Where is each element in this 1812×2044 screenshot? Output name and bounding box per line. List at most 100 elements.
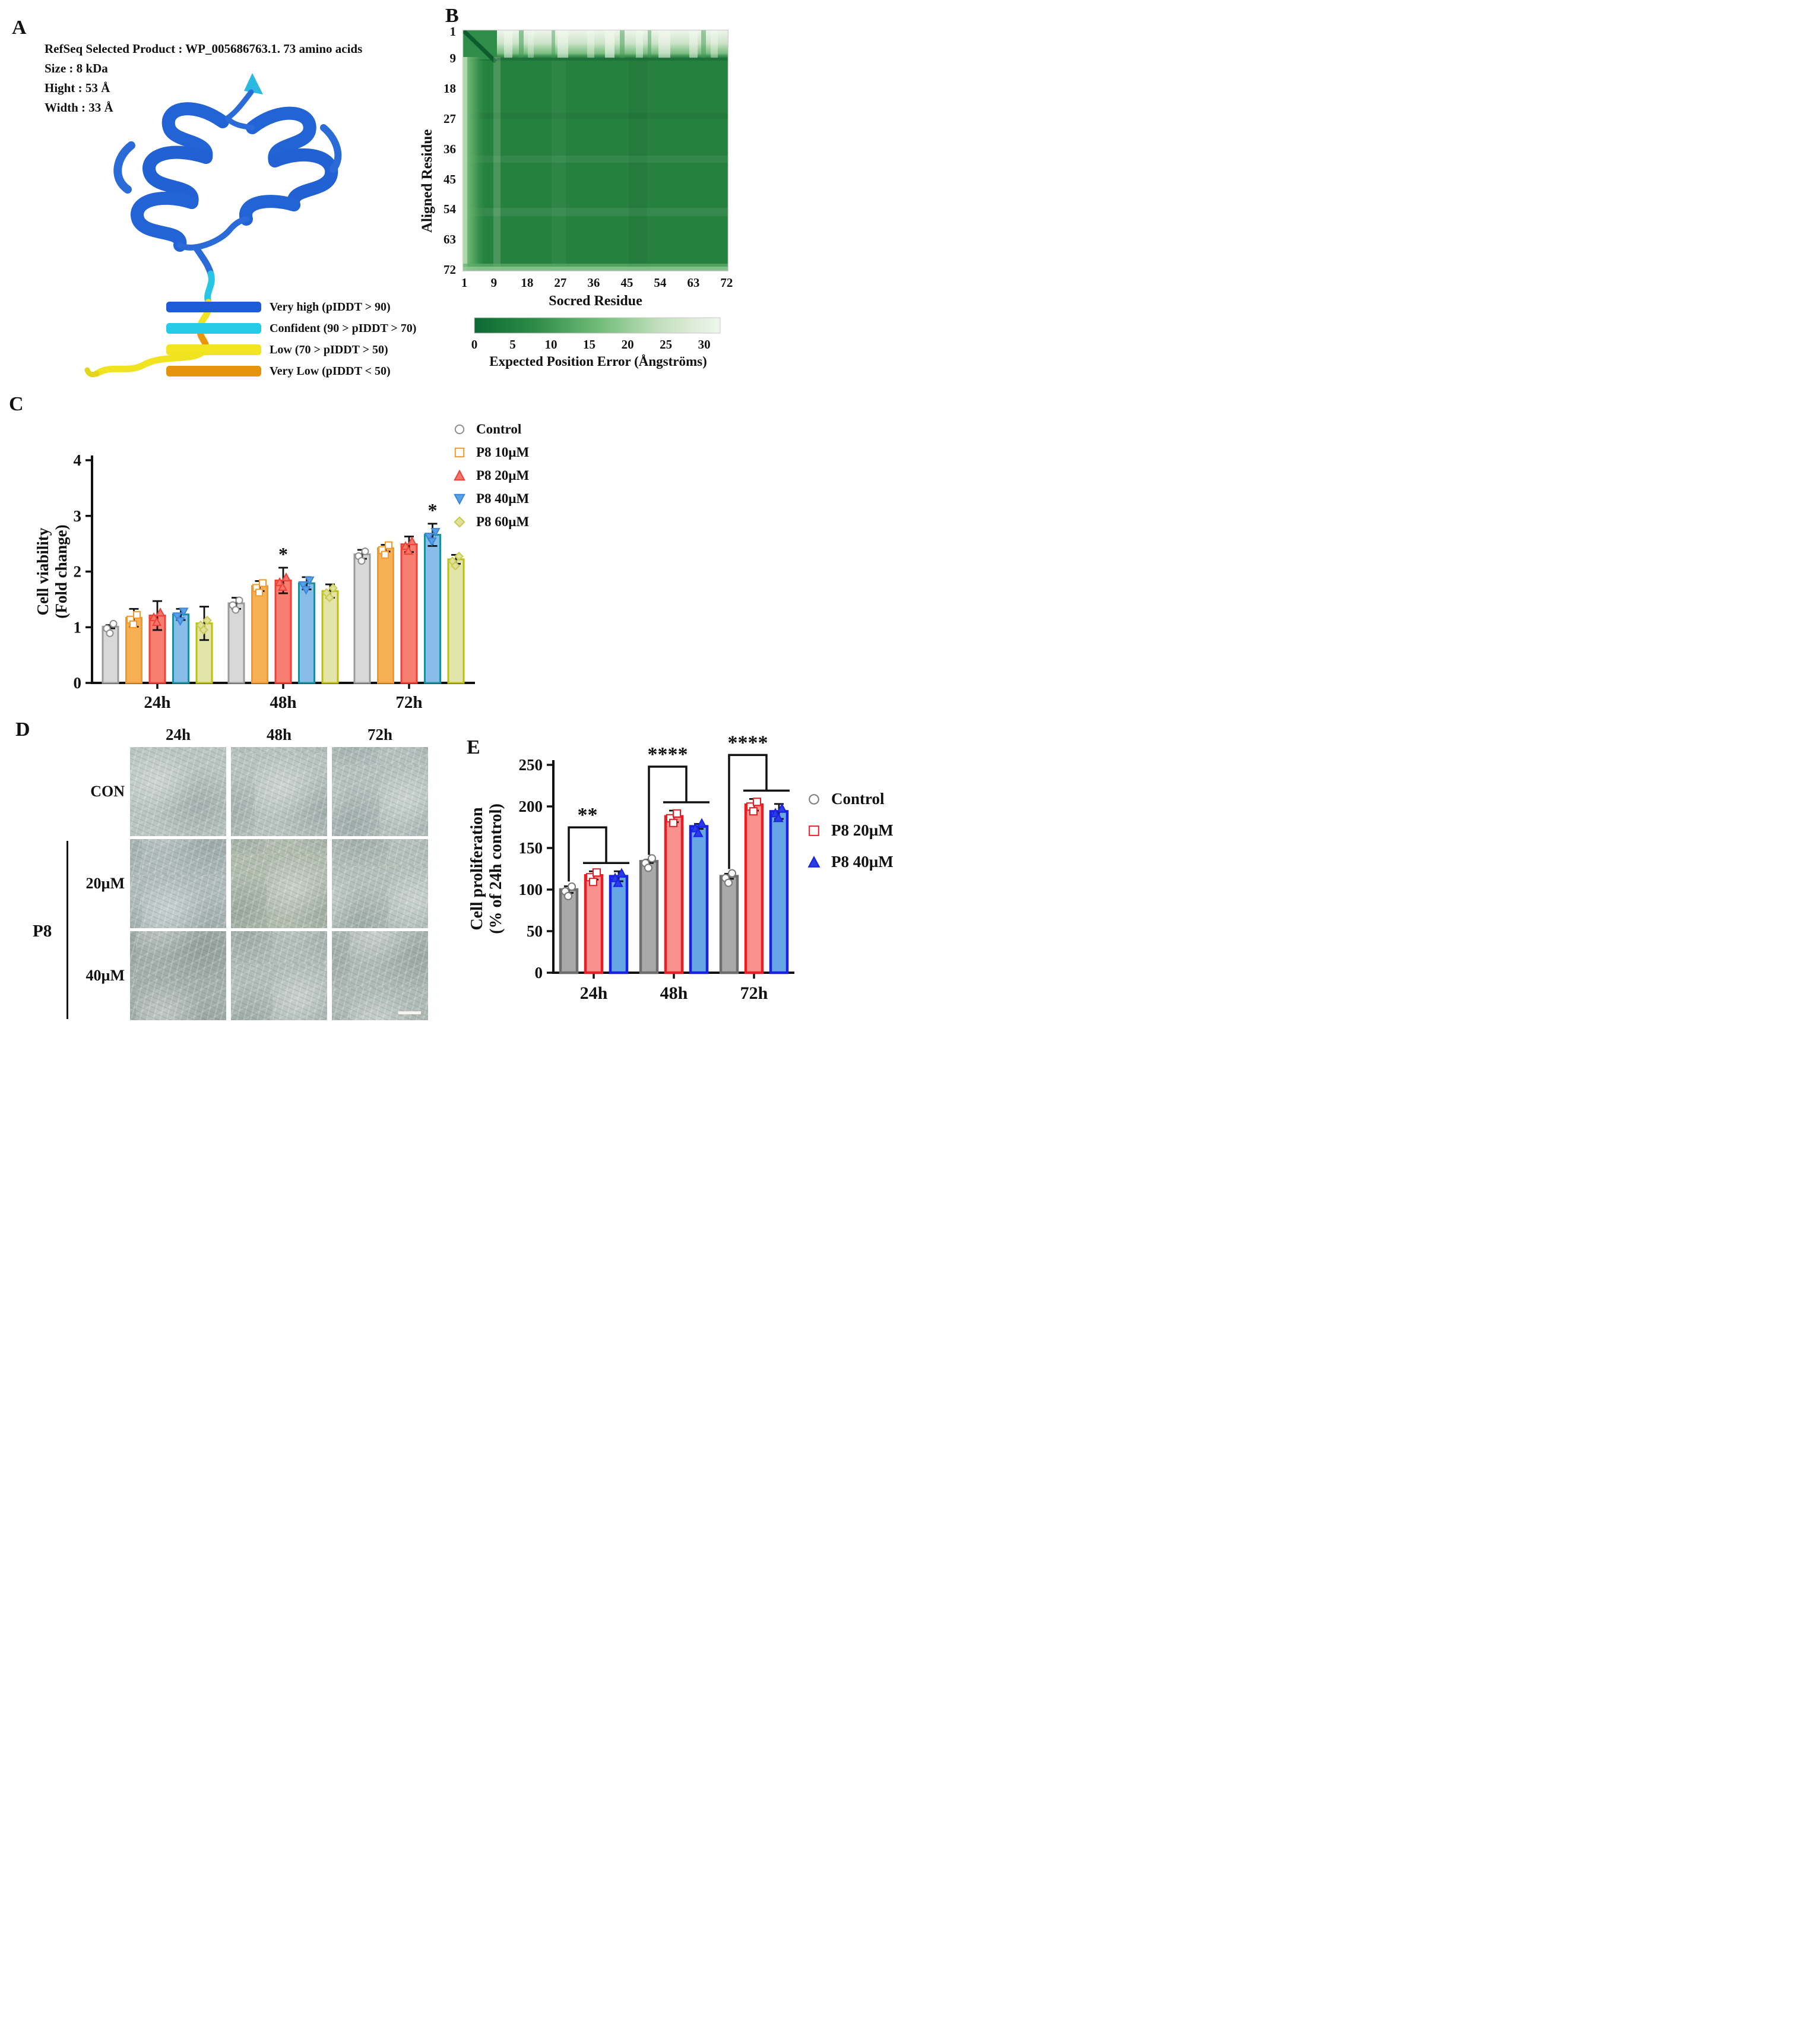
plddt-very-low-label: Very Low (pIDDT < 50) [270,364,391,378]
data-point-diamond [454,551,464,561]
data-point-triangle-up [807,855,821,868]
legend-label: Control [831,790,885,808]
pae-top-streaks [504,30,718,58]
micro-col-header-48h: 48h [266,726,292,743]
data-point-triangle-up [400,540,411,550]
significance-bracket [568,826,629,882]
data-point-triangle-up [613,877,623,887]
cell-viability-chart: 0 1 2 3 4 24h 48h 72h * * Cell viability(Fold chan… [34,451,475,710]
pae-x-tick: 54 [654,276,667,290]
y-tick-label: 100 [519,881,543,898]
colorbar-tick: 5 [509,337,516,352]
data-point-triangle-down [454,493,465,505]
helix-cluster-right [239,106,342,226]
data-point-triangle-up [403,545,414,555]
data-point-circle [648,854,656,863]
plddt-very-high-label: Very high (pIDDT > 90) [270,300,391,314]
figure: A RefSeq Selected Product : WP_005686763… [0,0,906,1022]
cell-viability-legend: Control P8 10µM P8 20µM P8 40µM P8 60µM [452,422,529,537]
data-point-circle [454,424,465,435]
refseq-product-line: RefSeq Selected Product : WP_005686763.1… [45,42,363,56]
legend-marker-icon [454,516,465,528]
legend-label: P8 20µM [831,821,894,839]
data-point-square [593,868,601,877]
plddt-legend-item: Very Low (pIDDT < 50) [166,362,416,380]
pae-x-tick: 36 [587,276,600,290]
data-point-square [673,809,681,818]
data-point-circle [235,596,243,605]
pae-x-tick: 1 [461,276,468,290]
colorbar-tick: 0 [471,337,478,352]
data-point-square [133,610,141,619]
protein-structure-ribbon [84,73,342,378]
significance-stars: **** [728,735,768,754]
pae-y-tick-labels: 1 9 18 27 36 45 54 63 72 [438,24,458,277]
y-tick-label: 2 [74,563,82,581]
data-point-circle [728,869,736,878]
panel-label-a: A [12,17,27,39]
y-axis-label-text: Cell viability(Fold change) [34,524,70,618]
plddt-legend-item: Low (70 > pIDDT > 50) [166,341,416,359]
bar-P8 10µM-48h [251,585,268,684]
pae-y-tick: 45 [444,172,456,186]
micrograph-con-24h [130,747,226,836]
legend-label: Control [476,422,522,436]
plddt-very-low-swatch [166,366,261,376]
bar-P8 40µM-48h [298,582,315,684]
y-tick-label: 0 [535,964,543,982]
legend-marker-icon [454,447,465,458]
data-point-square [589,878,597,887]
data-point-triangle-up [777,803,787,813]
data-point-square [749,807,758,816]
data-point-square [454,447,465,458]
bar-P8 20µM-48h [274,580,292,684]
data-point-circle [644,863,652,872]
data-point-triangle-down [179,607,189,617]
pae-y-tick: 18 [444,81,456,96]
data-point-circle [106,629,114,637]
significance-bracket [728,754,790,869]
legend-item: P8 20µM [452,468,529,483]
data-point-triangle-down [175,617,185,627]
colorbar-tick: 15 [583,337,596,352]
micrograph-40um-72h [332,931,428,1020]
legend-label: P8 20µM [476,468,530,483]
data-point-triangle-up [454,469,465,481]
panel-label-b: B [445,5,459,27]
data-point-circle [564,892,572,900]
x-category-label: 24h [580,983,608,1003]
plddt-legend: Very high (pIDDT > 90) Confident (90 > p… [166,298,416,384]
data-point-diamond [199,625,208,635]
y-tick-label: 0 [74,674,82,692]
micrograph-20um-24h [130,839,226,928]
legend-label: P8 40µM [831,853,894,871]
data-point-triangle-up [696,818,707,828]
p8-group-label: P8 [33,922,52,941]
micro-row-label-20um: 20µM [85,875,125,892]
micrograph-con-72h [332,747,428,836]
legend-label: P8 10µM [476,445,530,460]
data-point-triangle-down [430,528,441,537]
colorbar-tick: 25 [660,337,673,352]
bar-Control-24h [559,888,579,974]
data-point-diamond [202,615,212,625]
data-point-diamond [325,593,334,603]
panel-label-d: D [15,719,30,741]
pae-x-tick: 9 [490,276,498,290]
cell-proliferation-legend: Control P8 20µM P8 40µM [806,790,894,884]
legend-item: P8 40µM [452,491,529,507]
pae-colorbar-label: Expected Position Error (Ångströms) [489,354,707,369]
data-point-triangle-down [172,612,182,622]
data-point-triangle-down [301,586,311,595]
data-point-triangle-up [274,577,285,586]
legend-marker-icon [454,493,465,505]
pae-x-tick: 72 [720,276,733,290]
data-point-square [385,541,392,549]
data-point-diamond [328,583,338,593]
data-point-triangle-up [277,581,288,591]
legend-item: P8 40µM [806,853,894,871]
data-point-triangle-down [427,537,437,547]
micrograph-20um-72h [332,839,428,928]
size-line: Size : 8 kDa [45,61,108,75]
